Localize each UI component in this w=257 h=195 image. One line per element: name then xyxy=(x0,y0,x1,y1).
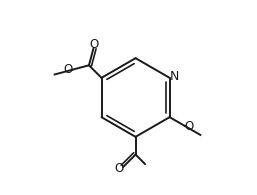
Text: O: O xyxy=(89,38,98,51)
Text: O: O xyxy=(184,120,193,133)
Text: O: O xyxy=(114,162,124,175)
Text: O: O xyxy=(63,63,73,76)
Text: N: N xyxy=(170,70,179,83)
